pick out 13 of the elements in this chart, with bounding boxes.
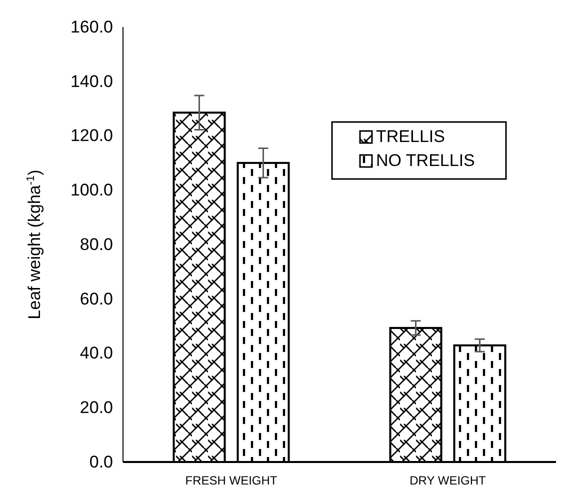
y-tick-label: 20.0 (80, 398, 113, 418)
y-tick-label: 40.0 (80, 344, 113, 363)
legend-label: NO TRELLIS (376, 151, 475, 170)
y-tick-label: 60.0 (80, 289, 113, 308)
y-tick-label: 140.0 (70, 72, 113, 91)
y-tick-label: 160.0 (70, 17, 113, 36)
y-tick-label: 80.0 (80, 234, 113, 254)
legend-label: TRELLIS (376, 127, 445, 146)
x-tick-label: DRY WEIGHT (410, 474, 487, 488)
x-tick-label: FRESH WEIGHT (185, 474, 278, 488)
y-tick-label: 0.0 (89, 452, 113, 472)
y-tick-label: 120.0 (70, 126, 113, 146)
y-tick-label: 100.0 (70, 180, 113, 200)
